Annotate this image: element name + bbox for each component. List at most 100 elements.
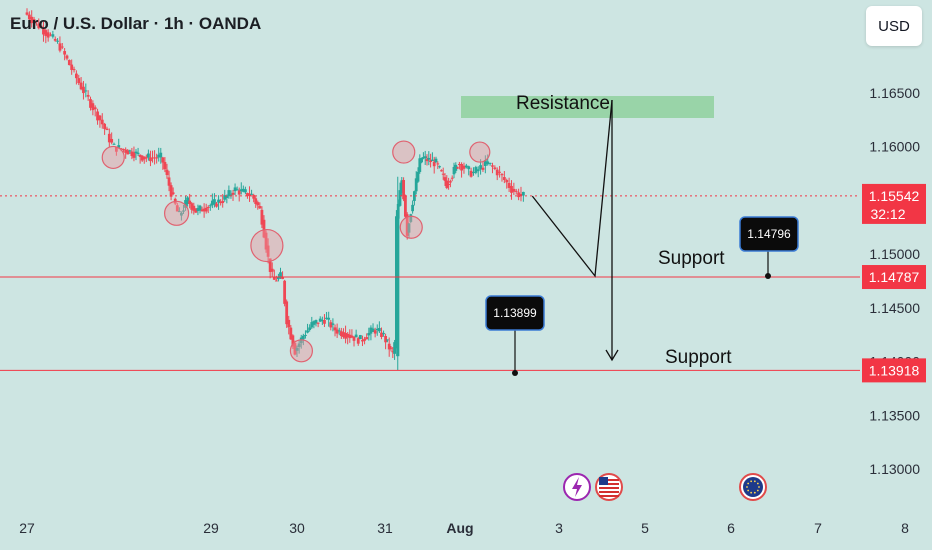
candle bbox=[153, 150, 156, 165]
candle bbox=[411, 200, 414, 214]
candle bbox=[514, 188, 518, 195]
candle bbox=[384, 333, 387, 350]
candle bbox=[180, 211, 183, 221]
candle bbox=[258, 202, 262, 210]
highlight-circle bbox=[289, 339, 313, 363]
candle bbox=[112, 142, 116, 145]
candle bbox=[283, 279, 287, 307]
candle bbox=[266, 238, 270, 264]
candle bbox=[377, 321, 381, 333]
candle bbox=[144, 154, 148, 163]
candle bbox=[450, 175, 454, 182]
candle bbox=[190, 201, 194, 214]
candle bbox=[182, 204, 185, 215]
candle bbox=[114, 146, 118, 156]
candle bbox=[262, 215, 266, 239]
candle bbox=[270, 262, 274, 278]
candle bbox=[339, 327, 343, 339]
candle bbox=[149, 150, 152, 167]
candle bbox=[60, 42, 64, 50]
candle bbox=[227, 185, 231, 199]
candle bbox=[91, 100, 95, 116]
candle bbox=[398, 182, 402, 207]
callout-box-lower[interactable]: 1.13899 bbox=[485, 295, 545, 376]
candle bbox=[208, 203, 212, 211]
currency-button[interactable]: USD bbox=[866, 6, 922, 46]
candle bbox=[356, 336, 360, 346]
candle bbox=[287, 315, 291, 335]
candle bbox=[198, 204, 202, 214]
candle bbox=[53, 36, 57, 42]
candle bbox=[277, 273, 280, 282]
callout-box-upper[interactable]: 1.14796 bbox=[739, 216, 799, 279]
candle bbox=[329, 319, 333, 331]
candle bbox=[346, 332, 350, 345]
candle bbox=[456, 166, 459, 169]
candle bbox=[454, 162, 458, 174]
candle bbox=[447, 177, 450, 190]
y-tick-label: 1.16000 bbox=[869, 139, 920, 155]
candle bbox=[134, 149, 138, 161]
us-flag-icon[interactable] bbox=[595, 473, 623, 501]
candle bbox=[254, 196, 258, 208]
candle bbox=[231, 189, 235, 201]
candle bbox=[416, 167, 420, 183]
candle bbox=[367, 327, 371, 341]
candle bbox=[386, 339, 389, 343]
candle bbox=[316, 322, 320, 328]
resistance-zone[interactable] bbox=[461, 96, 714, 118]
candle bbox=[56, 38, 59, 44]
candle bbox=[49, 32, 52, 37]
candle bbox=[130, 147, 134, 160]
candle bbox=[333, 324, 337, 337]
x-tick-label: 7 bbox=[814, 520, 822, 536]
candle bbox=[239, 182, 243, 195]
candle bbox=[103, 122, 107, 135]
eu-flag-icon[interactable] bbox=[739, 473, 767, 501]
candle bbox=[310, 316, 314, 329]
candle bbox=[414, 171, 418, 195]
candle bbox=[452, 162, 456, 179]
candle bbox=[318, 316, 322, 322]
candle bbox=[233, 183, 237, 196]
candle bbox=[65, 54, 69, 61]
candle bbox=[512, 182, 516, 195]
candle bbox=[27, 11, 31, 24]
candle bbox=[138, 154, 142, 164]
candle bbox=[46, 29, 50, 42]
candle bbox=[458, 161, 461, 170]
candle bbox=[369, 325, 373, 341]
candle bbox=[331, 318, 335, 332]
candle bbox=[502, 171, 506, 184]
candle bbox=[215, 201, 218, 208]
x-tick-label: Aug bbox=[446, 520, 473, 536]
candle bbox=[365, 333, 369, 340]
candle bbox=[229, 190, 233, 199]
candle bbox=[498, 165, 501, 178]
candle bbox=[493, 165, 497, 171]
x-tick-label: 31 bbox=[377, 520, 393, 536]
x-tick-label: 3 bbox=[555, 520, 563, 536]
candle bbox=[128, 149, 132, 154]
candle bbox=[519, 186, 523, 202]
candle bbox=[132, 146, 136, 162]
candle bbox=[188, 193, 192, 209]
candle bbox=[32, 16, 36, 29]
candle bbox=[491, 162, 494, 174]
candle bbox=[418, 154, 422, 174]
candle bbox=[464, 163, 468, 169]
candle bbox=[223, 189, 227, 202]
candle bbox=[89, 96, 92, 111]
candle bbox=[445, 175, 449, 190]
highlight-circle bbox=[399, 215, 423, 239]
candle bbox=[335, 323, 339, 338]
candle bbox=[348, 329, 352, 343]
candle bbox=[440, 169, 443, 172]
candle bbox=[192, 202, 196, 215]
lightning-icon[interactable] bbox=[563, 473, 591, 501]
candle bbox=[151, 150, 154, 163]
candle bbox=[200, 206, 204, 212]
candle bbox=[291, 334, 295, 350]
candle bbox=[404, 194, 407, 218]
